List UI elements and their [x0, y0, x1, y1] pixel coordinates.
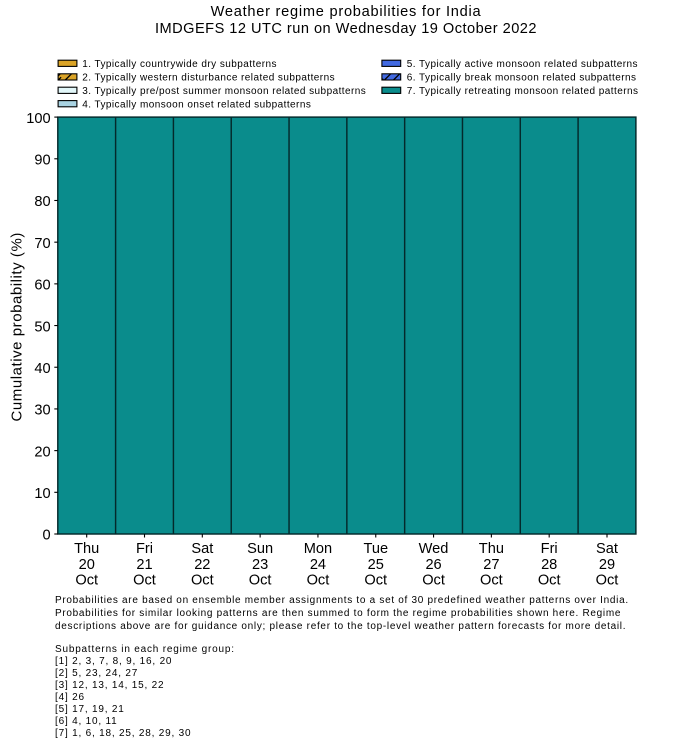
svg-text:[1] 2, 3, 7, 8, 9, 16, 20: [1] 2, 3, 7, 8, 9, 16, 20 — [55, 656, 172, 667]
svg-text:Oct: Oct — [480, 573, 503, 589]
svg-text:Probabilities are based on ens: Probabilities are based on ensemble memb… — [55, 595, 629, 606]
svg-text:Sat: Sat — [191, 541, 213, 557]
svg-text:50: 50 — [34, 319, 50, 335]
svg-text:Probabilities for similar look: Probabilities for similar looking patter… — [55, 608, 621, 619]
svg-text:[5] 17, 19, 21: [5] 17, 19, 21 — [55, 704, 125, 715]
svg-text:6. Typically break monsoon rel: 6. Typically break monsoon related subpa… — [407, 73, 637, 84]
svg-text:[4] 26: [4] 26 — [55, 692, 85, 703]
svg-text:IMDGEFS 12 UTC run on Wednesda: IMDGEFS 12 UTC run on Wednesday 19 Octob… — [155, 21, 537, 37]
svg-text:21: 21 — [136, 557, 152, 573]
svg-text:100: 100 — [26, 111, 50, 127]
svg-text:Oct: Oct — [191, 573, 214, 589]
svg-text:Cumulative probability (%): Cumulative probability (%) — [8, 232, 25, 421]
svg-text:Sun: Sun — [247, 541, 273, 557]
svg-text:26: 26 — [425, 557, 441, 573]
svg-text:Fri: Fri — [541, 541, 558, 557]
svg-text:Wed: Wed — [419, 541, 449, 557]
svg-text:0: 0 — [42, 528, 50, 544]
svg-text:Oct: Oct — [133, 573, 156, 589]
svg-text:Oct: Oct — [75, 573, 98, 589]
svg-text:90: 90 — [34, 152, 50, 168]
svg-text:25: 25 — [368, 557, 384, 573]
svg-text:Oct: Oct — [422, 573, 445, 589]
svg-text:[6] 4, 10, 11: [6] 4, 10, 11 — [55, 716, 117, 727]
svg-text:descriptions above are for gui: descriptions above are for guidance only… — [55, 621, 626, 632]
svg-text:24: 24 — [310, 557, 326, 573]
svg-text:[3] 12, 13, 14, 15, 22: [3] 12, 13, 14, 15, 22 — [55, 680, 164, 691]
svg-text:10: 10 — [34, 486, 50, 502]
svg-text:30: 30 — [34, 403, 50, 419]
svg-text:Tue: Tue — [363, 541, 388, 557]
svg-text:22: 22 — [194, 557, 210, 573]
svg-text:27: 27 — [483, 557, 499, 573]
svg-text:70: 70 — [34, 236, 50, 252]
svg-text:Thu: Thu — [479, 541, 504, 557]
svg-text:Oct: Oct — [364, 573, 387, 589]
svg-text:23: 23 — [252, 557, 268, 573]
svg-text:Mon: Mon — [304, 541, 332, 557]
svg-text:Subpatterns in each regime gro: Subpatterns in each regime group: — [55, 644, 235, 655]
svg-text:[7] 1, 6, 18, 25, 28, 29, 30: [7] 1, 6, 18, 25, 28, 29, 30 — [55, 728, 191, 739]
svg-text:Oct: Oct — [538, 573, 561, 589]
svg-text:Oct: Oct — [249, 573, 272, 589]
svg-text:2. Typically western disturban: 2. Typically western disturbance related… — [82, 73, 335, 84]
svg-text:60: 60 — [34, 278, 50, 294]
svg-text:20: 20 — [34, 444, 50, 460]
svg-text:40: 40 — [34, 361, 50, 377]
svg-text:Thu: Thu — [74, 541, 99, 557]
svg-text:28: 28 — [541, 557, 557, 573]
svg-text:3. Typically pre/post summer m: 3. Typically pre/post summer monsoon rel… — [82, 86, 366, 97]
svg-text:[2] 5, 23, 24, 27: [2] 5, 23, 24, 27 — [55, 668, 138, 679]
svg-text:Sat: Sat — [596, 541, 618, 557]
svg-text:Oct: Oct — [596, 573, 619, 589]
svg-text:80: 80 — [34, 194, 50, 210]
svg-text:Weather regime probabilities f: Weather regime probabilities for India — [211, 4, 482, 20]
svg-text:7. Typically retreating monsoo: 7. Typically retreating monsoon related … — [407, 86, 639, 97]
svg-text:4. Typically monsoon onset rel: 4. Typically monsoon onset related subpa… — [82, 99, 311, 110]
svg-text:5. Typically active monsoon re: 5. Typically active monsoon related subp… — [407, 59, 638, 70]
svg-text:29: 29 — [599, 557, 615, 573]
svg-text:Fri: Fri — [136, 541, 153, 557]
svg-text:1. Typically countrywide dry s: 1. Typically countrywide dry subpatterns — [82, 59, 277, 70]
svg-text:Oct: Oct — [307, 573, 330, 589]
svg-text:20: 20 — [79, 557, 95, 573]
